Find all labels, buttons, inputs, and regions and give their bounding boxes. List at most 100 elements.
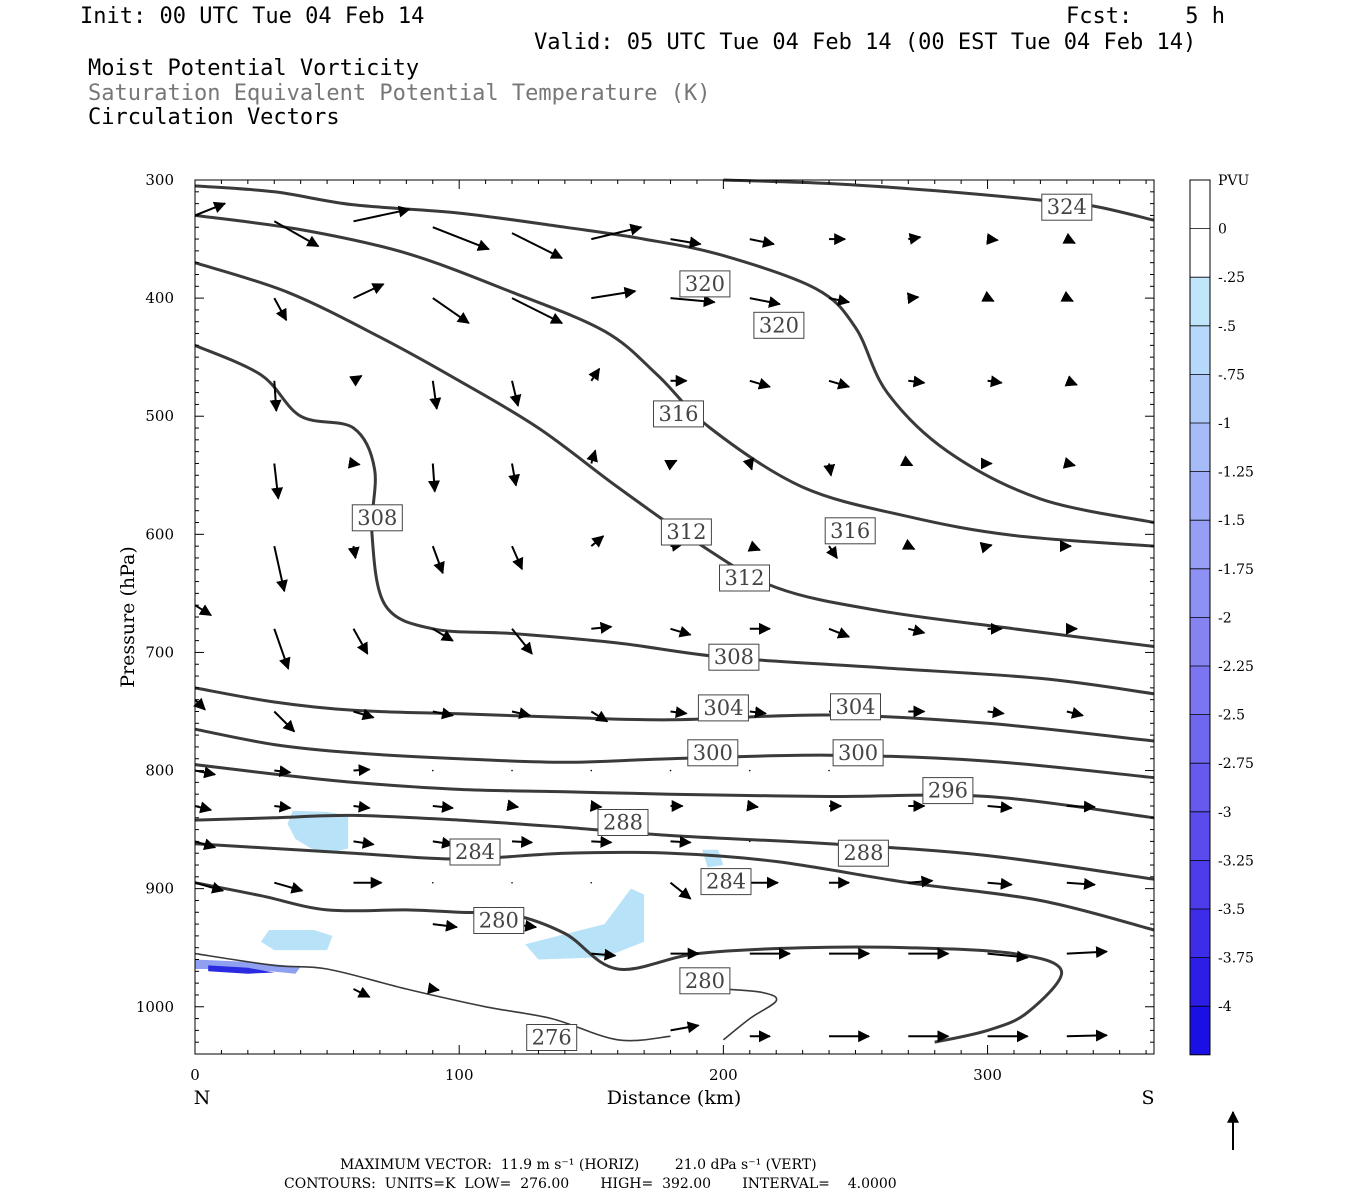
theta-es-contour-324 xyxy=(723,178,1155,222)
circulation-vector xyxy=(987,706,1005,719)
colorbar-swatch xyxy=(1190,811,1210,861)
circulation-vector xyxy=(828,627,851,639)
plot-frame xyxy=(194,179,1155,1055)
theta-es-contour-276 xyxy=(194,952,671,1042)
contour-label-text: 288 xyxy=(603,811,643,835)
circulation-vector xyxy=(353,708,375,721)
circulation-vector xyxy=(432,627,454,642)
y-tick-label: 700 xyxy=(145,643,174,661)
colorbar-swatch xyxy=(1190,520,1210,569)
colorbar-swatch xyxy=(1190,471,1210,521)
circulation-vector xyxy=(511,769,513,772)
contour-label-box xyxy=(526,1024,578,1051)
circulation-vector xyxy=(1066,946,1108,959)
pv-region xyxy=(287,810,349,854)
colorbar-label: -3.5 xyxy=(1218,902,1245,918)
circulation-vector xyxy=(509,380,522,407)
contour-label-text: 316 xyxy=(830,519,870,543)
circulation-vector xyxy=(432,226,490,251)
circulation-vector xyxy=(986,233,999,245)
contour-label: 320 xyxy=(679,270,731,298)
circulation-vector xyxy=(1062,232,1076,244)
circulation-vector xyxy=(906,292,920,305)
contour-label: 300 xyxy=(687,739,739,767)
circulation-vector xyxy=(194,881,225,894)
colorbar-label: -2.5 xyxy=(1218,708,1245,724)
contour-label-text: 284 xyxy=(455,840,495,864)
theta-es-contour-304 xyxy=(194,686,1155,743)
valid-time: Valid: 05 UTC Tue 04 Feb 14 (00 EST Tue … xyxy=(534,30,1197,55)
circulation-vector xyxy=(987,801,1013,814)
circulation-vector xyxy=(979,541,993,554)
circulation-vector xyxy=(431,545,445,575)
circulation-vector xyxy=(274,881,304,894)
circulation-vector xyxy=(429,380,442,410)
contour-label-box xyxy=(449,838,501,866)
contour-label: 284 xyxy=(700,868,752,896)
y-tick-label: 1000 xyxy=(136,998,174,1016)
circulation-vector xyxy=(670,236,702,249)
circulation-vector xyxy=(987,950,1029,963)
circulation-vector xyxy=(826,545,838,560)
circulation-vector xyxy=(432,919,458,932)
x-tick-label: 0 xyxy=(190,1066,200,1084)
theta-es-contour-296 xyxy=(194,763,1155,820)
circulation-vector xyxy=(591,835,613,848)
colorbar-swatch xyxy=(1190,325,1210,375)
contour-label-box xyxy=(1041,193,1093,221)
colorbar-swatch xyxy=(1190,763,1210,812)
y-tick-label: 600 xyxy=(145,525,174,543)
pv-region xyxy=(525,888,645,960)
contour-label-text: 280 xyxy=(685,969,725,993)
contour-label: 288 xyxy=(837,839,889,867)
contour-label-box xyxy=(700,868,752,896)
circulation-vector xyxy=(347,545,360,560)
circulation-vector xyxy=(670,706,688,719)
colorbar-unit: PVU xyxy=(1218,173,1250,189)
contour-label: 304 xyxy=(697,694,749,722)
south-end-label: S xyxy=(1141,1087,1154,1109)
contour-label: 312 xyxy=(719,564,770,592)
theta-es-contour-316 xyxy=(194,213,1155,548)
contour-label-box xyxy=(719,564,770,592)
colorbar-label: -2.75 xyxy=(1218,756,1254,772)
circulation-vector xyxy=(269,380,282,412)
contour-label-text: 308 xyxy=(714,645,754,669)
circulation-vector xyxy=(1064,375,1078,387)
colorbar-swatch xyxy=(1190,423,1210,472)
circulation-vector xyxy=(828,294,851,306)
colorbar-label: -3 xyxy=(1218,805,1232,821)
contour-label-box xyxy=(687,739,739,767)
circulation-vector xyxy=(823,463,836,477)
circulation-vector xyxy=(431,769,434,772)
circulation-vector xyxy=(194,838,217,851)
circulation-vector xyxy=(1062,457,1076,469)
circulation-vector xyxy=(746,799,759,812)
circulation-vector xyxy=(352,628,369,655)
circulation-vector xyxy=(274,765,292,778)
circulation-vector xyxy=(670,1021,700,1034)
circulation-vector xyxy=(353,800,371,813)
colorbar-swatch xyxy=(1190,714,1210,764)
init-time: Init: 00 UTC Tue 04 Feb 14 xyxy=(80,4,425,29)
contour-label-box xyxy=(708,643,760,671)
contour-label-text: 280 xyxy=(479,909,519,933)
circulation-vector xyxy=(987,877,1013,890)
colorbar-swatch xyxy=(1190,617,1210,666)
circulation-vector xyxy=(742,457,755,471)
pv-shading-layer xyxy=(195,810,724,974)
contour-label-box xyxy=(660,518,712,546)
circulation-vector xyxy=(591,948,617,961)
contour-info-note: CONTOURS: UNITS=K LOW= 276.00 HIGH= 392.… xyxy=(284,1176,897,1192)
theta-es-contour-312 xyxy=(194,261,1155,648)
x-tick-label: 300 xyxy=(973,1066,1002,1084)
colorbar-label: -2 xyxy=(1218,610,1232,626)
x-axis-label: Distance (km) xyxy=(607,1087,742,1109)
circulation-vector xyxy=(901,538,916,550)
circulation-vector xyxy=(908,875,934,888)
circulation-vector xyxy=(353,764,371,777)
circulation-vector xyxy=(511,881,513,884)
contour-label-box xyxy=(824,517,876,545)
contour-label: 300 xyxy=(832,739,884,767)
axis-layer: 0 100 200 300 300 400 500 600 700 800 900 1000 xyxy=(136,171,1154,1084)
